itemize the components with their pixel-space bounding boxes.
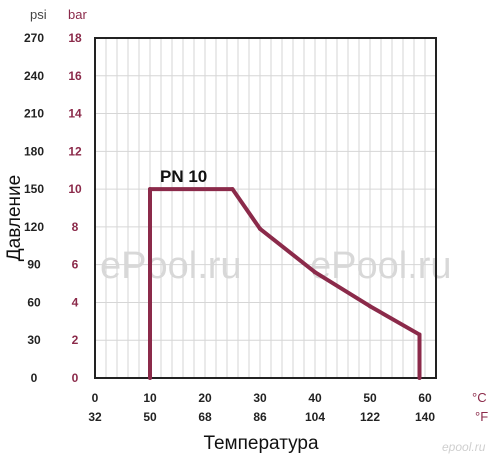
y-tick-label-bar: 8 [72,220,79,234]
y-tick-label-bar: 4 [72,295,79,309]
y-unit-bar: bar [68,7,87,22]
series-point [417,332,422,337]
series-line-pn10 [148,187,422,378]
y-tick-label-bar: 2 [72,333,79,347]
x-axis-label: Температура [203,433,319,454]
y-unit-psi: psi [30,7,47,22]
y-tick-label-bar: 16 [68,69,82,83]
y-tick-label-psi: 90 [27,258,41,272]
series-layer: PN 10 [148,167,422,380]
series-point [258,226,262,231]
y-tick-label-bar: 18 [68,31,82,45]
x-tick-label-celsius: 0 [92,391,99,405]
x-tick-label-fahrenheit: 122 [360,410,380,424]
x-tick-label-fahrenheit: 50 [143,410,157,424]
y-tick-label-psi: 240 [24,69,44,83]
watermark-right: ePool.ru [310,245,452,287]
x-tick-label-celsius: 10 [143,391,157,405]
series-point [148,376,152,380]
y-tick-label-bar: 10 [68,182,82,196]
watermark-layer: ePool.ru ePool.ru epool.ru [100,245,486,454]
y-tick-label-psi: 210 [24,107,44,121]
series-point [148,187,152,192]
y-tick-label-psi: 60 [27,295,41,309]
x-tick-label-fahrenheit: 32 [88,410,102,424]
grid [95,38,436,378]
x-tick-label-fahrenheit: 86 [253,410,267,424]
plot-frame [94,37,437,379]
series-point [368,304,372,309]
y-tick-label-bar: 0 [72,371,79,385]
x-tick-label-fahrenheit: 140 [415,410,435,424]
x-tick-label-celsius: 40 [308,391,322,405]
y-tick-label-psi: 120 [24,220,44,234]
x-tick-label-celsius: 50 [363,391,377,405]
y-tick-label-psi: 30 [27,333,41,347]
series-label-pn10: PN 10 [160,167,207,186]
x-tick-label-celsius: 30 [253,391,267,405]
y-tick-label-psi: 150 [24,182,44,196]
y-tick-label-bar: 12 [68,144,82,158]
x-tick-label-fahrenheit: 104 [305,410,325,424]
y-tick-label-bar: 6 [72,258,79,272]
y-tick-label-psi: 270 [24,31,44,45]
x-unit-celsius: °C [472,390,487,405]
x-tick-label-fahrenheit: 68 [198,410,212,424]
series-point [417,376,422,380]
watermark-corner: epool.ru [442,440,486,454]
y-axis-label: Давление [4,175,25,261]
y-tick-label-psi: 0 [31,371,38,385]
y-tick-label-bar: 14 [68,107,82,121]
x-unit-fahrenheit: °F [475,409,488,424]
series-point [313,270,317,275]
x-tick-label-celsius: 20 [198,391,212,405]
series-point [230,187,235,192]
y-tick-label-psi: 180 [24,144,44,158]
x-tick-label-celsius: 60 [418,391,432,405]
watermark-left: ePool.ru [100,245,242,287]
